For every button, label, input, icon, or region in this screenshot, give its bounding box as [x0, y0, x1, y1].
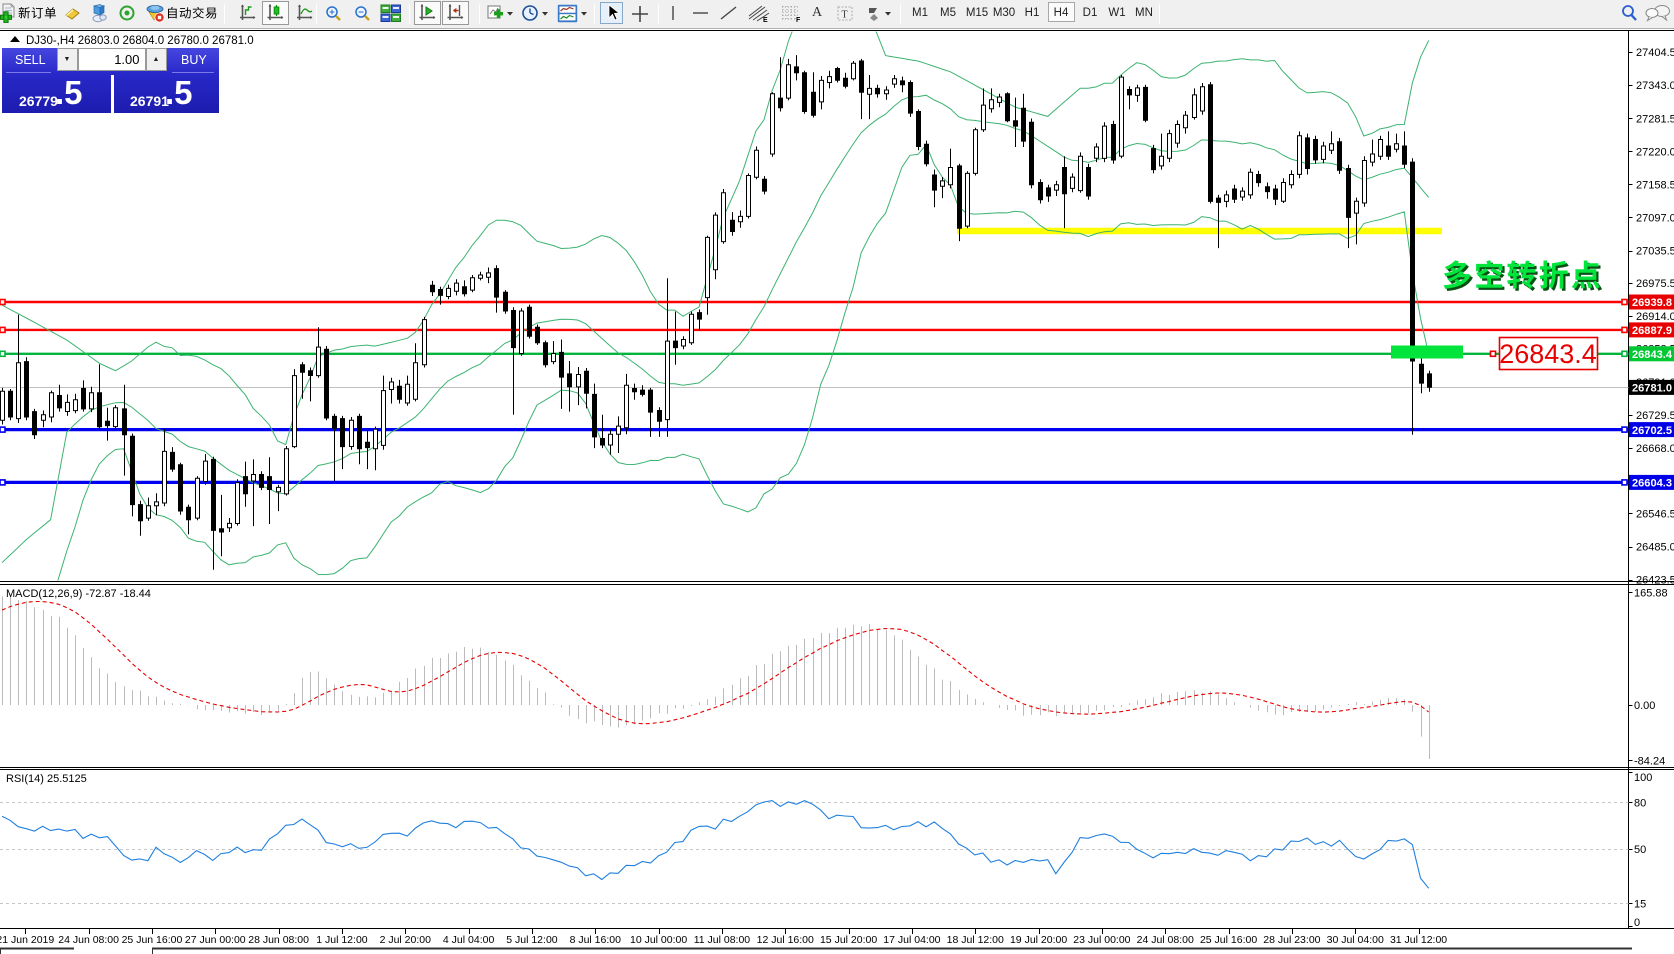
svg-text:26729.5: 26729.5: [1636, 410, 1674, 422]
svg-text:-84.24: -84.24: [1634, 756, 1665, 768]
svg-text:5 Jul 12:00: 5 Jul 12:00: [506, 934, 558, 946]
svg-text:50: 50: [1634, 844, 1646, 856]
svg-text:27220.0: 27220.0: [1636, 146, 1674, 158]
svg-text:26939.8: 26939.8: [1632, 297, 1672, 309]
svg-text:25 Jun 16:00: 25 Jun 16:00: [122, 934, 183, 946]
svg-text:30 Jul 04:00: 30 Jul 04:00: [1327, 934, 1384, 946]
svg-text:27404.5: 27404.5: [1636, 47, 1674, 59]
svg-text:26781.0: 26781.0: [1632, 383, 1672, 395]
svg-text:T: T: [842, 10, 848, 21]
svg-text:27097.0: 27097.0: [1636, 212, 1674, 224]
svg-text:26975.5: 26975.5: [1636, 278, 1674, 290]
svg-text:E: E: [763, 17, 768, 23]
svg-text:26604.3: 26604.3: [1632, 478, 1672, 490]
svg-text:24 Jul 08:00: 24 Jul 08:00: [1137, 934, 1194, 946]
svg-text:15 Jul 20:00: 15 Jul 20:00: [820, 934, 877, 946]
svg-text:MACD(12,26,9) -72.87 -18.44: MACD(12,26,9) -72.87 -18.44: [6, 588, 151, 600]
svg-text:F: F: [796, 17, 801, 23]
svg-text:100: 100: [1634, 772, 1652, 784]
svg-text:21 Jun 2019: 21 Jun 2019: [0, 934, 54, 946]
svg-text:26843.4: 26843.4: [1632, 349, 1673, 361]
svg-text:0: 0: [1634, 917, 1640, 929]
svg-text:23 Jul 00:00: 23 Jul 00:00: [1073, 934, 1130, 946]
svg-text:8 Jul 16:00: 8 Jul 16:00: [570, 934, 622, 946]
svg-text:27343.0: 27343.0: [1636, 80, 1674, 92]
svg-text:26843.4: 26843.4: [1499, 339, 1597, 369]
svg-text:15: 15: [1634, 898, 1646, 910]
svg-text:26423.5: 26423.5: [1636, 575, 1674, 587]
svg-text:17 Jul 04:00: 17 Jul 04:00: [883, 934, 940, 946]
svg-text:26668.0: 26668.0: [1636, 443, 1674, 455]
svg-text:26546.5: 26546.5: [1636, 508, 1674, 520]
svg-text:26914.0: 26914.0: [1636, 311, 1674, 323]
svg-text:4 Jul 04:00: 4 Jul 04:00: [443, 934, 495, 946]
svg-text:0.00: 0.00: [1634, 700, 1655, 712]
svg-text:27 Jun 00:00: 27 Jun 00:00: [185, 934, 246, 946]
svg-text:RSI(14) 25.5125: RSI(14) 25.5125: [6, 773, 87, 785]
svg-text:26485.0: 26485.0: [1636, 542, 1674, 554]
svg-text:28 Jun 08:00: 28 Jun 08:00: [248, 934, 309, 946]
svg-text:19 Jul 20:00: 19 Jul 20:00: [1010, 934, 1067, 946]
svg-text:31 Jul 12:00: 31 Jul 12:00: [1390, 934, 1447, 946]
svg-text:DJ30-,H4 26803.0 26804.0 2678: DJ30-,H4 26803.0 26804.0 26780.0 26781.0: [26, 35, 254, 47]
svg-text:80: 80: [1634, 798, 1646, 810]
svg-text:26887.9: 26887.9: [1632, 325, 1672, 337]
svg-text:27035.5: 27035.5: [1636, 246, 1674, 258]
svg-text:27158.5: 27158.5: [1636, 179, 1674, 191]
svg-text:28 Jul 23:00: 28 Jul 23:00: [1263, 934, 1320, 946]
svg-text:10 Jul 00:00: 10 Jul 00:00: [630, 934, 687, 946]
svg-text:11 Jul 08:00: 11 Jul 08:00: [694, 934, 751, 946]
svg-text:18 Jul 12:00: 18 Jul 12:00: [947, 934, 1004, 946]
svg-text:12 Jul 16:00: 12 Jul 16:00: [757, 934, 814, 946]
svg-text:1 Jul 12:00: 1 Jul 12:00: [316, 934, 368, 946]
svg-text:26702.5: 26702.5: [1632, 425, 1672, 437]
svg-text:2 Jul 20:00: 2 Jul 20:00: [380, 934, 432, 946]
svg-text:25 Jul 16:00: 25 Jul 16:00: [1200, 934, 1257, 946]
svg-text:24 Jun 08:00: 24 Jun 08:00: [58, 934, 119, 946]
svg-text:165.88: 165.88: [1634, 588, 1668, 600]
svg-text:27281.5: 27281.5: [1636, 113, 1674, 125]
